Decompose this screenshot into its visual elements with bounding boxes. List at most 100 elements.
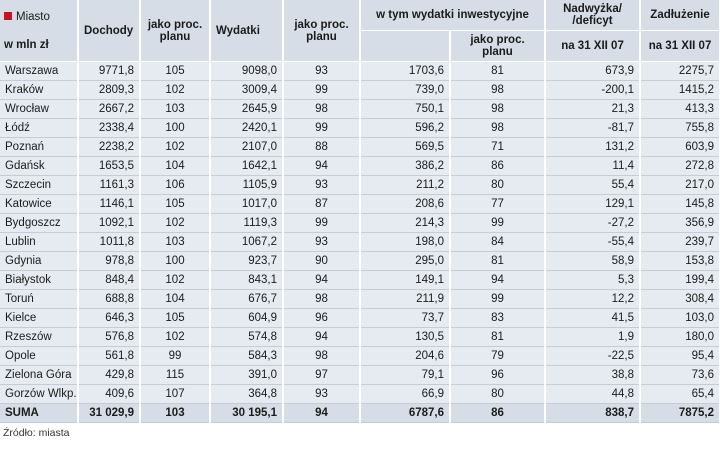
investment-cell: 204,6 — [360, 346, 451, 366]
debt-cell: 180,0 — [640, 327, 720, 347]
city-cell: Szczecin — [0, 175, 79, 195]
income-pct-cell: 104 — [140, 156, 211, 176]
header-blank — [360, 30, 451, 62]
surplus-cell: 12,2 — [545, 289, 642, 309]
city-cell: Kielce — [0, 308, 79, 328]
surplus-cell: -55,4 — [545, 232, 642, 252]
investment-pct-cell: 83 — [450, 308, 547, 328]
income-cell: 2238,2 — [78, 137, 141, 157]
surplus-header: Nadwyżka//deficyt — [545, 0, 642, 31]
income-pct-cell: 106 — [140, 175, 211, 195]
investment-cell: 149,1 — [360, 270, 451, 290]
surplus-cell: 41,5 — [545, 308, 642, 328]
spending-pct-cell: 93 — [283, 61, 361, 81]
surplus-cell: 44,8 — [545, 384, 642, 404]
surplus-cell: -27,2 — [545, 213, 642, 233]
spending-cell: 676,7 — [210, 289, 284, 309]
income-cell: 429,8 — [78, 365, 141, 385]
investment-pct-cell: 79 — [450, 346, 547, 366]
spending-pct-cell: 98 — [283, 99, 361, 119]
spending-cell: 923,7 — [210, 251, 284, 271]
total-row: SUMA 31 029,9 103 30 195,1 94 6787,6 86 838,7 78… — [0, 403, 720, 423]
surplus-cell: -200,1 — [545, 80, 642, 100]
surplus-cell: 55,4 — [545, 175, 642, 195]
spending-cell: 391,0 — [210, 365, 284, 385]
table-row: Zielona Góra 429,8 115 391,0 97 79,1 96 38,8 73,… — [0, 365, 720, 385]
debt-cell: 2275,7 — [640, 61, 720, 81]
spending-cell: 1642,1 — [210, 156, 284, 176]
investment-pct-cell: 81 — [450, 251, 547, 271]
city-cell: Gorzów Wlkp. — [0, 384, 79, 404]
investment-pct-cell: 84 — [450, 232, 547, 252]
debt-cell: 1415,2 — [640, 80, 720, 100]
investment-pct-cell: 96 — [450, 365, 547, 385]
surplus-cell: 129,1 — [545, 194, 642, 214]
city-cell: Warszawa — [0, 61, 79, 81]
income-pct-cell: 107 — [140, 384, 211, 404]
table-row: Łódź 2338,4 100 2420,1 99 596,2 98 -81,7 755,8 — [0, 118, 720, 138]
table-row: Gorzów Wlkp. 409,6 107 364,8 93 66,9 80 44,8 65,… — [0, 384, 720, 404]
debt-header: Zadłużenie — [640, 0, 720, 31]
debt-cell: 103,0 — [640, 308, 720, 328]
investment-pct-cell: 98 — [450, 80, 547, 100]
table-row: Toruń 688,8 104 676,7 98 211,9 99 12,2 308,4 — [0, 289, 720, 309]
spending-pct-cell: 93 — [283, 175, 361, 195]
spending-pct-cell: 94 — [283, 403, 361, 423]
income-pct-cell: 99 — [140, 346, 211, 366]
surplus-date: na 31 XII 07 — [545, 30, 642, 62]
spending-pct-cell: 88 — [283, 137, 361, 157]
investment-pct-cell: 80 — [450, 175, 547, 195]
city-cell: Toruń — [0, 289, 79, 309]
income-pct-cell: 105 — [140, 308, 211, 328]
surplus-cell: 1,9 — [545, 327, 642, 347]
investment-pct-cell: 99 — [450, 213, 547, 233]
debt-cell: 145,8 — [640, 194, 720, 214]
income-pct-cell: 104 — [140, 289, 211, 309]
debt-cell: 153,8 — [640, 251, 720, 271]
city-cell: Katowice — [0, 194, 79, 214]
investment-cell: 596,2 — [360, 118, 451, 138]
surplus-cell: 838,7 — [545, 403, 642, 423]
investment-cell: 214,3 — [360, 213, 451, 233]
table-row: Opole 561,8 99 584,3 98 204,6 79 -22,5 95,4 — [0, 346, 720, 366]
income-cell: 1092,1 — [78, 213, 141, 233]
surplus-cell: 5,3 — [545, 270, 642, 290]
investment-cell: 739,0 — [360, 80, 451, 100]
spending-cell: 3009,4 — [210, 80, 284, 100]
income-cell: 2667,2 — [78, 99, 141, 119]
investment-pct-cell: 94 — [450, 270, 547, 290]
income-cell: 646,3 — [78, 308, 141, 328]
investment-cell: 1703,6 — [360, 61, 451, 81]
income-pct-cell: 100 — [140, 118, 211, 138]
city-cell: Rzeszów — [0, 327, 79, 347]
investment-cell: 386,2 — [360, 156, 451, 176]
spending-cell: 9098,0 — [210, 61, 284, 81]
spending-pct-cell: 94 — [283, 327, 361, 347]
surplus-cell: 21,3 — [545, 99, 642, 119]
income-cell: 561,8 — [78, 346, 141, 366]
table-body: Warszawa 9771,8 105 9098,0 93 1703,6 81 673,9 22… — [0, 61, 720, 423]
debt-cell: 356,9 — [640, 213, 720, 233]
spending-cell: 30 195,1 — [210, 403, 284, 423]
city-cell: SUMA — [0, 403, 79, 423]
investment-pct-cell: 81 — [450, 61, 547, 81]
city-cell: Kraków — [0, 80, 79, 100]
debt-cell: 73,6 — [640, 365, 720, 385]
spending-cell: 2107,0 — [210, 137, 284, 157]
investment-pct-cell: 98 — [450, 99, 547, 119]
spending-cell: 843,1 — [210, 270, 284, 290]
spending-cell: 2420,1 — [210, 118, 284, 138]
city-header: Miasto w mln zł — [0, 0, 79, 62]
investment-cell: 211,9 — [360, 289, 451, 309]
spending-pct-cell: 98 — [283, 289, 361, 309]
city-cell: Lublin — [0, 232, 79, 252]
spending-pct-cell: 96 — [283, 308, 361, 328]
spending-cell: 1017,0 — [210, 194, 284, 214]
surplus-cell: -81,7 — [545, 118, 642, 138]
spending-pct-cell: 97 — [283, 365, 361, 385]
surplus-cell: 11,4 — [545, 156, 642, 176]
income-cell: 2809,3 — [78, 80, 141, 100]
spending-cell: 604,9 — [210, 308, 284, 328]
surplus-cell: 38,8 — [545, 365, 642, 385]
